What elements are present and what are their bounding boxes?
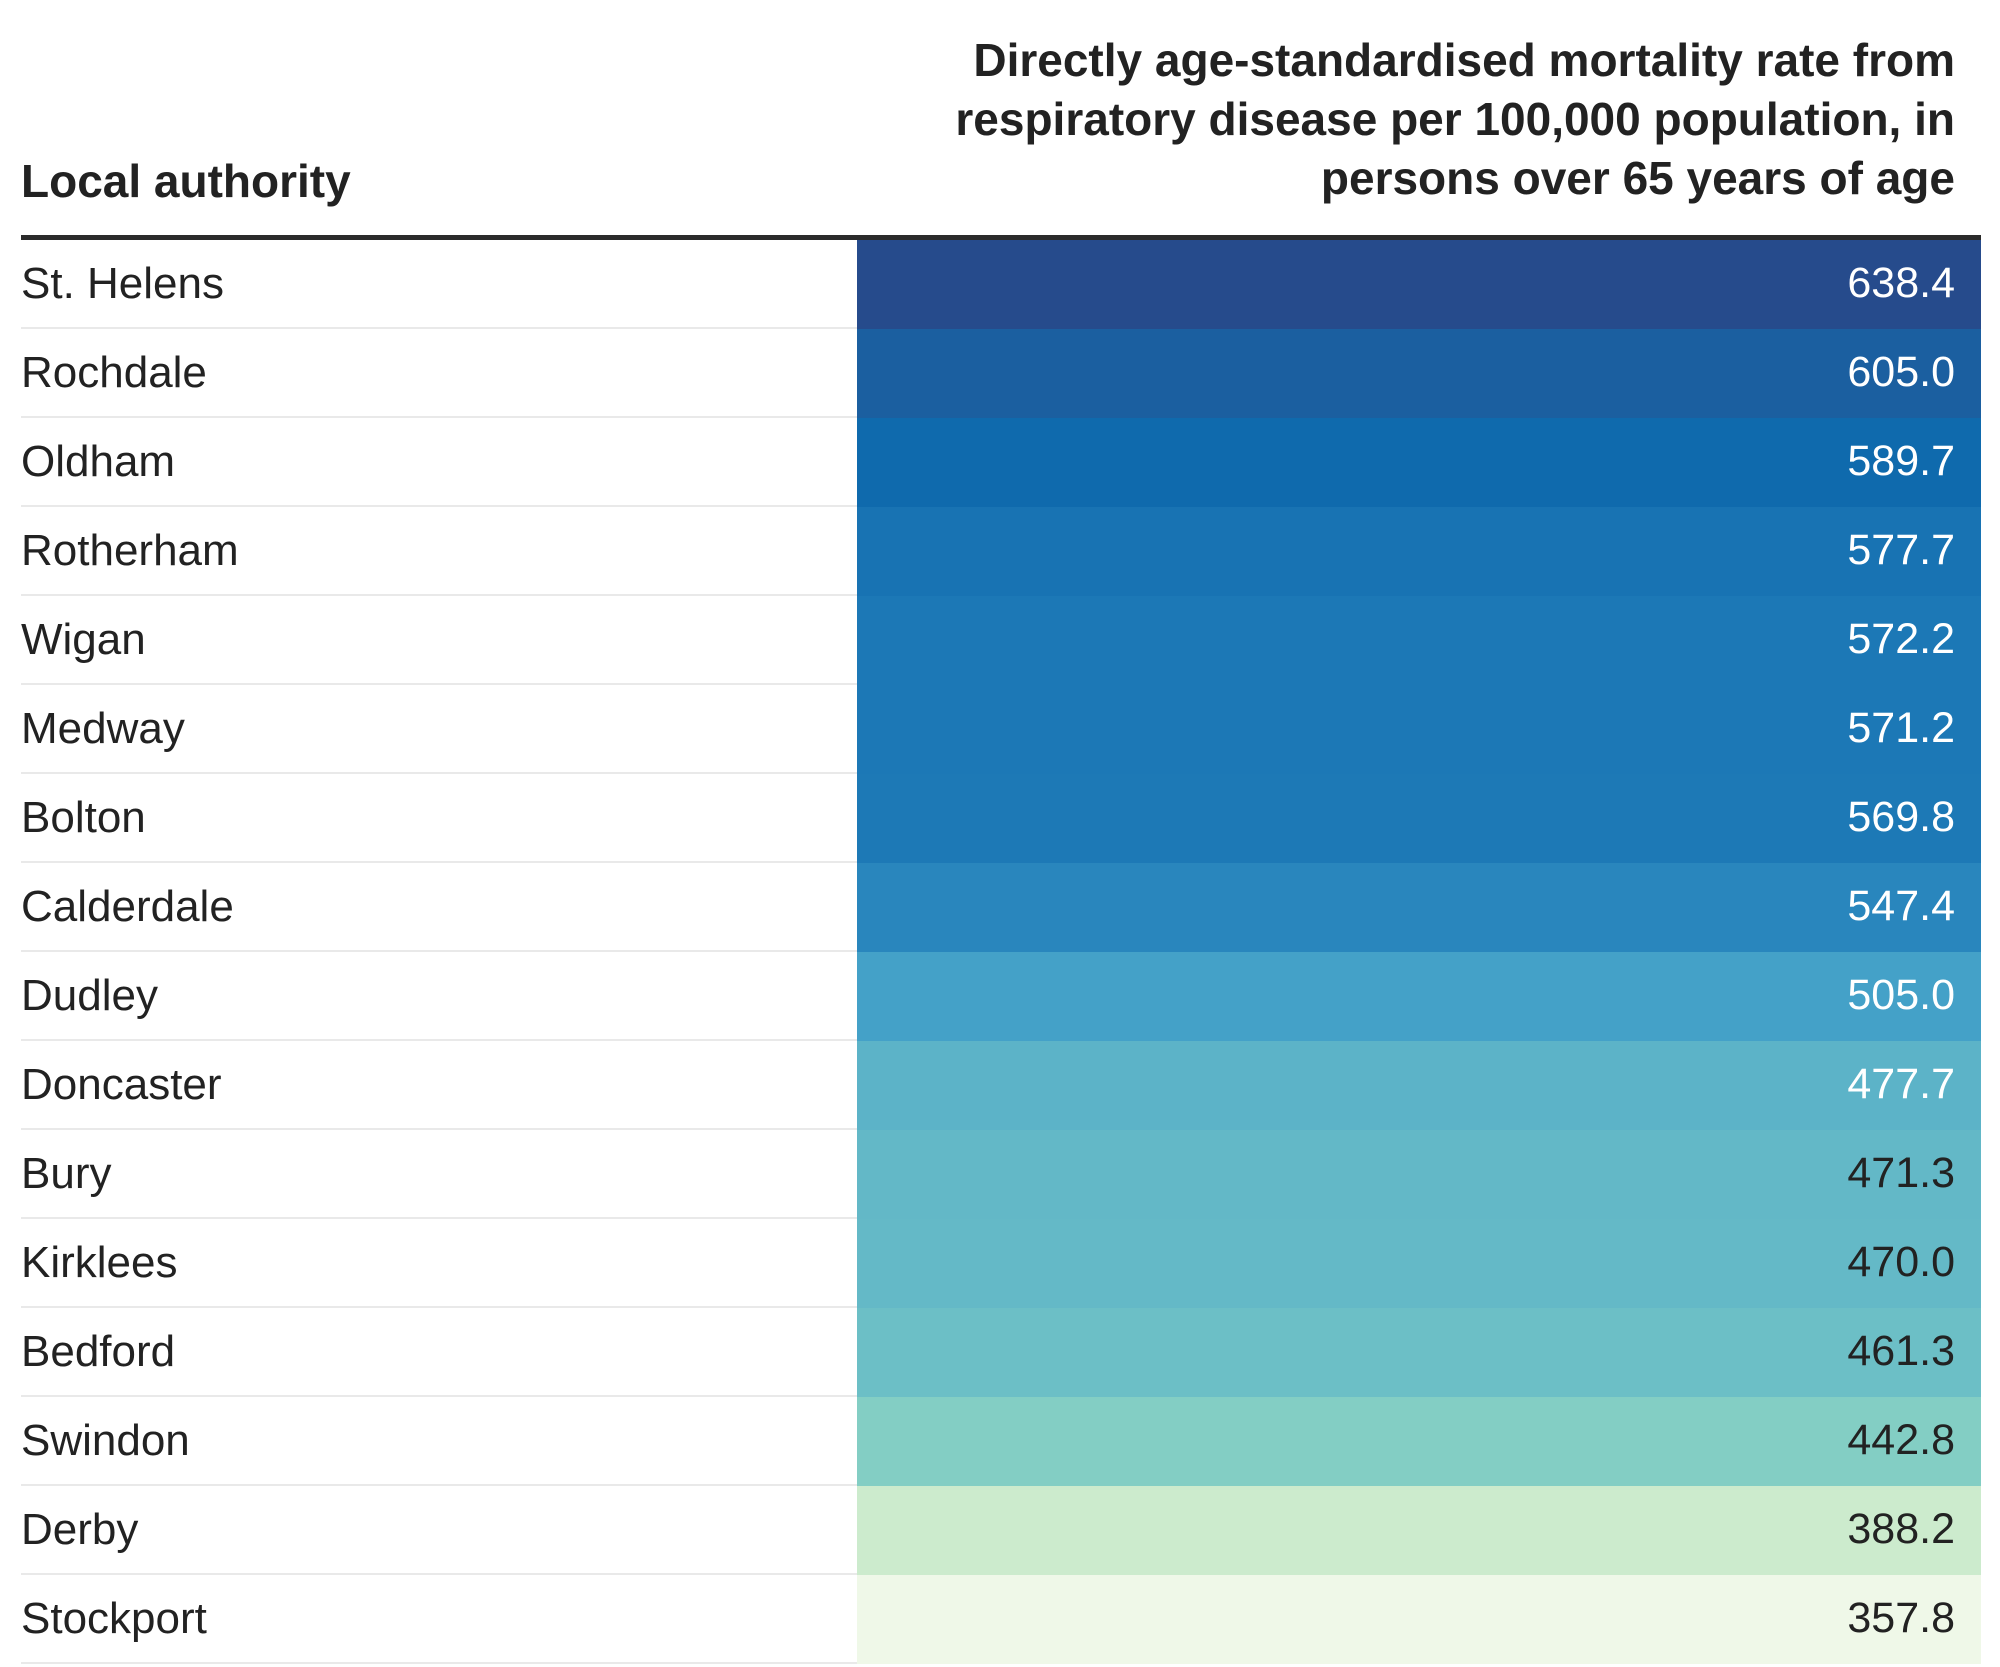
column-header-local-authority: Local authority [21, 155, 351, 207]
rate-heat-cell: 589.7 [857, 418, 1981, 507]
data-table: Local authority Directly age-standardise… [21, 0, 1981, 1664]
rate-heat-cell: 442.8 [857, 1397, 1981, 1486]
rate-heat-cell: 569.8 [857, 774, 1981, 863]
mortality-rate-value: 477.7 [1847, 1060, 1955, 1108]
mortality-rate-value: 569.8 [1847, 793, 1955, 841]
rate-heat-cell: 388.2 [857, 1486, 1981, 1575]
local-authority-name: Oldham [21, 437, 176, 486]
mortality-rate-value: 471.3 [1847, 1149, 1955, 1197]
mortality-rate-value: 505.0 [1847, 971, 1955, 1019]
table-row: Dudley 505.0 [21, 952, 1981, 1041]
rate-heat-cell: 547.4 [857, 863, 1981, 952]
local-authority-name: Medway [21, 704, 185, 753]
column-header-mortality-rate: Directly age-standardised mortality rate… [955, 34, 1955, 204]
mortality-rate-value: 572.2 [1847, 615, 1955, 663]
local-authority-name: Kirklees [21, 1238, 178, 1287]
local-authority-name: Dudley [21, 971, 158, 1020]
table-row: Oldham 589.7 [21, 418, 1981, 507]
table-row: Bedford 461.3 [21, 1308, 1981, 1397]
table-row: Calderdale 547.4 [21, 863, 1981, 952]
table-row: Wigan 572.2 [21, 596, 1981, 685]
rate-heat-cell: 461.3 [857, 1308, 1981, 1397]
mortality-rate-value: 470.0 [1847, 1238, 1955, 1286]
local-authority-name: Rochdale [21, 348, 207, 397]
mortality-rate-value: 577.7 [1847, 526, 1955, 574]
mortality-rate-value: 589.7 [1847, 437, 1955, 485]
header-divider [21, 235, 1981, 240]
table-row: Rotherham 577.7 [21, 507, 1981, 596]
table-row: Kirklees 470.0 [21, 1219, 1981, 1308]
rate-heat-cell: 572.2 [857, 596, 1981, 685]
rate-heat-cell: 477.7 [857, 1041, 1981, 1130]
table-row: Doncaster 477.7 [21, 1041, 1981, 1130]
local-authority-name: Stockport [21, 1594, 207, 1643]
rate-heat-cell: 357.8 [857, 1575, 1981, 1664]
table-row: Swindon 442.8 [21, 1397, 1981, 1486]
mortality-rate-value: 388.2 [1847, 1505, 1955, 1553]
table-row: St. Helens 638.4 [21, 240, 1981, 329]
rate-heat-cell: 505.0 [857, 952, 1981, 1041]
local-authority-name: Bedford [21, 1327, 176, 1376]
rate-heat-cell: 471.3 [857, 1130, 1981, 1219]
mortality-rate-value: 571.2 [1847, 704, 1955, 752]
local-authority-name: St. Helens [21, 259, 224, 308]
table-row: Derby 388.2 [21, 1486, 1981, 1575]
table-header: Local authority Directly age-standardise… [21, 0, 1981, 240]
mortality-rate-value: 605.0 [1847, 348, 1955, 396]
local-authority-name: Rotherham [21, 526, 239, 575]
table-body: St. Helens 638.4 Rochdale 605.0 Oldham 589.7 R… [21, 240, 1981, 1664]
local-authority-name: Swindon [21, 1416, 190, 1465]
local-authority-name: Bury [21, 1149, 112, 1198]
table-row: Bury 471.3 [21, 1130, 1981, 1219]
local-authority-name: Wigan [21, 615, 146, 664]
mortality-rate-value: 461.3 [1847, 1327, 1955, 1375]
table-row: Medway 571.2 [21, 685, 1981, 774]
mortality-rate-value: 547.4 [1847, 882, 1955, 930]
local-authority-name: Doncaster [21, 1060, 222, 1109]
table-row: Stockport 357.8 [21, 1575, 1981, 1664]
rate-heat-cell: 577.7 [857, 507, 1981, 596]
table-row: Rochdale 605.0 [21, 329, 1981, 418]
local-authority-name: Derby [21, 1505, 139, 1554]
rate-heat-cell: 638.4 [857, 240, 1981, 329]
local-authority-name: Calderdale [21, 882, 234, 931]
rate-heat-cell: 571.2 [857, 685, 1981, 774]
table-row: Bolton 569.8 [21, 774, 1981, 863]
local-authority-name: Bolton [21, 793, 146, 842]
mortality-rate-value: 638.4 [1847, 259, 1955, 307]
rate-heat-cell: 470.0 [857, 1219, 1981, 1308]
mortality-rate-value: 442.8 [1847, 1416, 1955, 1464]
rate-heat-cell: 605.0 [857, 329, 1981, 418]
mortality-rate-value: 357.8 [1847, 1594, 1955, 1642]
